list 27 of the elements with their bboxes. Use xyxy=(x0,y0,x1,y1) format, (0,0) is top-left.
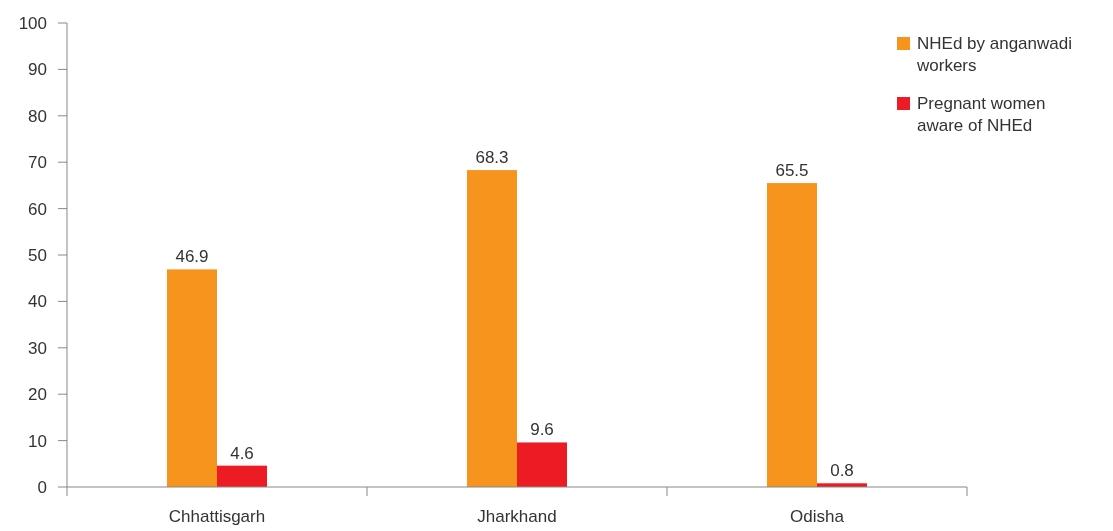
data-label: 4.6 xyxy=(230,443,254,463)
y-tick-label: 60 xyxy=(28,199,47,219)
x-tick-label: Jharkhand xyxy=(477,507,557,526)
y-tick-label: 0 xyxy=(37,477,47,497)
x-tick-label: Chhattisgarh xyxy=(168,507,266,526)
data-label: 65.5 xyxy=(775,161,809,181)
y-tick-label: 20 xyxy=(28,385,47,405)
y-tick-label: 100 xyxy=(18,13,47,33)
data-label: 46.9 xyxy=(175,247,209,267)
bar xyxy=(767,183,817,487)
bar xyxy=(517,442,567,487)
legend-label: Pregnant women aware of NHEd xyxy=(917,93,1046,135)
y-tick-label: 30 xyxy=(28,338,47,358)
bar xyxy=(217,465,267,487)
y-tick-label: 40 xyxy=(28,292,47,312)
y-tick-label: 70 xyxy=(28,153,47,173)
y-tick-label: 80 xyxy=(28,106,47,126)
x-tick-label: Odisha xyxy=(790,507,845,526)
bar xyxy=(467,170,517,487)
data-label: 9.6 xyxy=(530,420,554,440)
y-tick-label: 50 xyxy=(28,245,47,265)
legend-label: NHEd by anganwadi workers xyxy=(916,33,1072,75)
bar xyxy=(167,269,217,487)
data-label: 0.8 xyxy=(830,461,854,481)
y-tick-label: 10 xyxy=(28,431,47,451)
data-label: 68.3 xyxy=(475,148,509,168)
y-tick-label: 90 xyxy=(28,60,47,80)
